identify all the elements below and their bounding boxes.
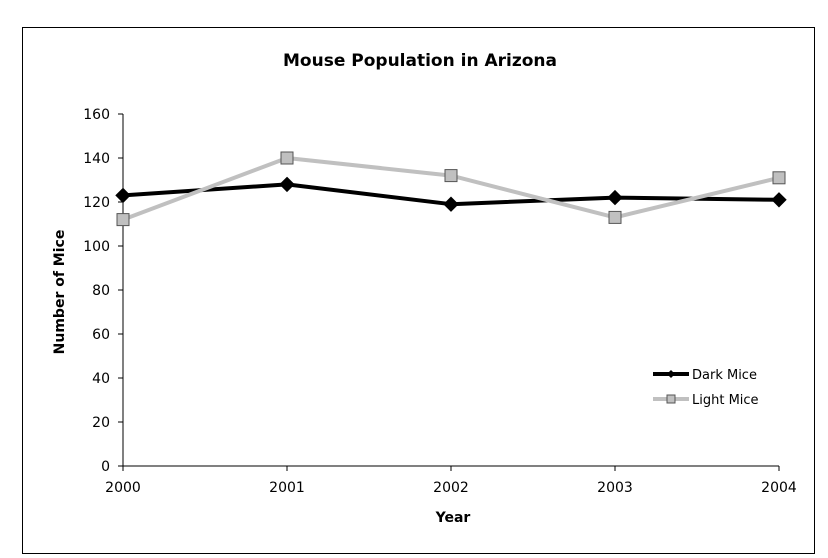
- data-point: [116, 213, 130, 227]
- x-tick-label: 2003: [597, 480, 633, 496]
- x-tick-label: 2002: [433, 480, 469, 496]
- data-point: [443, 196, 459, 212]
- legend: Dark Mice Light Mice: [653, 368, 759, 408]
- data-point: [115, 187, 131, 204]
- series-light-mice: [116, 151, 786, 227]
- x-tick-label: 2000: [105, 480, 141, 496]
- data-point: [280, 151, 294, 165]
- legend-label: Light Mice: [692, 393, 759, 408]
- legend-marker: [666, 394, 676, 404]
- data-point: [771, 192, 787, 208]
- legend-marker: [667, 370, 675, 378]
- y-tick-label: 60: [92, 327, 110, 343]
- y-tick-label: 140: [83, 151, 110, 167]
- series-dark-mice: [115, 176, 787, 212]
- y-tick-label: 100: [83, 239, 110, 255]
- data-point: [279, 176, 295, 193]
- chart-title: Mouse Population in Arizona: [283, 51, 557, 71]
- y-tick-label: 120: [83, 195, 110, 211]
- y-tick-label: 0: [101, 459, 110, 475]
- y-tick-label: 80: [92, 283, 110, 299]
- data-point: [607, 189, 623, 206]
- legend-label: Dark Mice: [692, 368, 757, 383]
- data-point: [772, 171, 786, 185]
- data-point: [608, 210, 622, 224]
- x-tick-label: 2004: [761, 480, 797, 496]
- y-tick-label: 40: [92, 371, 110, 387]
- data-point: [444, 169, 458, 183]
- x-axis-title: Year: [435, 510, 471, 526]
- y-tick-label: 20: [92, 415, 110, 431]
- y-axis-title: Number of Mice: [52, 230, 68, 355]
- x-tick-label: 2001: [269, 480, 305, 496]
- y-tick-label: 160: [83, 107, 110, 123]
